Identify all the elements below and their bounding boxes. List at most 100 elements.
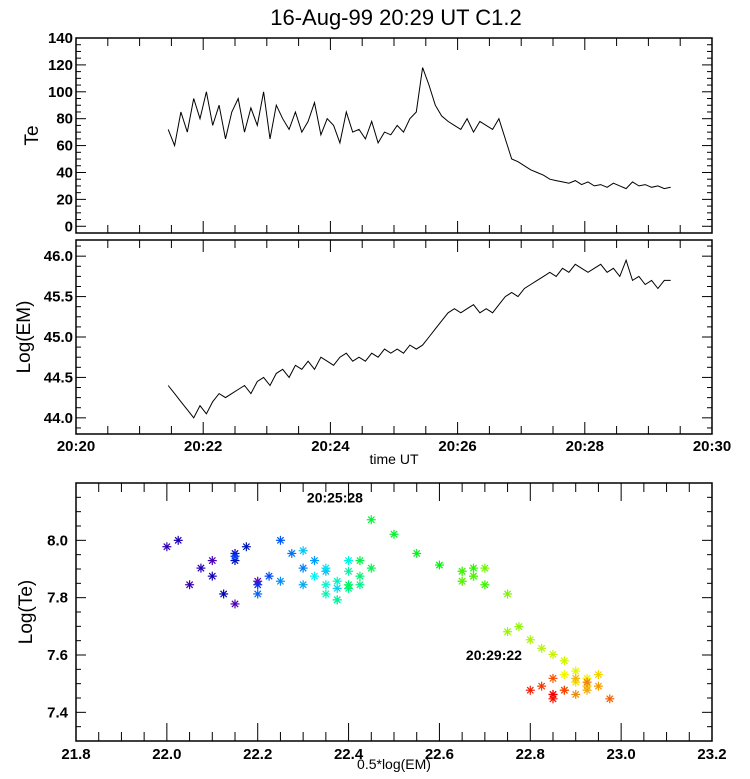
te-panel: 0 20 40 60 80 100 120 140 Te bbox=[22, 30, 713, 235]
asterisk-stroke bbox=[208, 556, 216, 565]
asterisk-stroke bbox=[469, 564, 478, 572]
x-tick-label: 22.8 bbox=[516, 746, 545, 763]
asterisk-stroke bbox=[163, 543, 171, 551]
asterisk-stroke bbox=[299, 564, 307, 572]
asterisk-stroke bbox=[333, 577, 341, 585]
plot-frame bbox=[75, 37, 713, 234]
asterisk-stroke bbox=[572, 690, 580, 699]
y-tick-label: 45.0 bbox=[44, 329, 73, 346]
scatter-point bbox=[287, 548, 297, 558]
scatter-point bbox=[219, 589, 229, 599]
scatter-point bbox=[537, 643, 547, 653]
x-tick-label: 20:22 bbox=[184, 438, 222, 455]
x-tick-label: 22.2 bbox=[243, 746, 272, 763]
asterisk-stroke bbox=[560, 657, 568, 665]
asterisk-stroke bbox=[299, 581, 307, 589]
scatter-point bbox=[275, 576, 285, 586]
scatter-point bbox=[230, 599, 240, 609]
scatter-panel: 21.8 22.0 22.2 22.4 22.6 22.8 23.0 23.2 7.4 7.6 7.… bbox=[16, 482, 727, 772]
x-tick-label: 20:20 bbox=[57, 438, 95, 455]
asterisk-stroke bbox=[322, 564, 330, 572]
scatter-point bbox=[298, 546, 308, 556]
scatter-point bbox=[559, 656, 569, 666]
x-tick-label: 20:26 bbox=[438, 438, 476, 455]
scatter-point bbox=[264, 571, 274, 581]
asterisk-stroke bbox=[333, 596, 341, 604]
y-tick-label: 60 bbox=[56, 138, 73, 155]
scatter-point bbox=[366, 563, 376, 573]
x-tick-label: 22.4 bbox=[334, 746, 364, 763]
asterisk-stroke bbox=[322, 590, 330, 598]
asterisk-stroke bbox=[265, 572, 273, 580]
scatter-point bbox=[321, 589, 331, 599]
asterisk-stroke bbox=[549, 674, 557, 682]
asterisk-stroke bbox=[174, 536, 182, 544]
y-tick-label: 100 bbox=[48, 84, 73, 101]
scatter-point bbox=[548, 649, 558, 659]
scatter-point bbox=[389, 529, 399, 539]
em-panel: 44.0 44.5 45.0 45.5 46.0 20:20 20:22 20:24 20:26… bbox=[14, 239, 731, 467]
asterisk-stroke bbox=[572, 674, 580, 682]
em-series-line bbox=[167, 258, 671, 419]
asterisk-stroke bbox=[344, 556, 353, 565]
asterisk-stroke bbox=[458, 567, 466, 575]
scatter-point bbox=[344, 556, 354, 566]
asterisk-stroke bbox=[254, 581, 262, 589]
asterisk-stroke bbox=[356, 572, 364, 580]
scatter-point bbox=[185, 580, 195, 590]
asterisk-stroke bbox=[435, 561, 444, 569]
scatter-point bbox=[548, 689, 558, 699]
asterisk-stroke bbox=[481, 564, 489, 572]
scatter-point bbox=[310, 556, 319, 566]
asterisk-stroke bbox=[526, 636, 534, 644]
asterisk-stroke bbox=[356, 556, 364, 565]
asterisk-stroke bbox=[413, 549, 421, 558]
asterisk-stroke bbox=[276, 577, 285, 585]
x-tick-label: 20:24 bbox=[311, 438, 350, 455]
scatter-point bbox=[253, 580, 263, 590]
scatter-point bbox=[173, 535, 183, 545]
scatter-point bbox=[503, 589, 513, 599]
scatter-point bbox=[582, 677, 592, 687]
scatter-point bbox=[310, 571, 319, 581]
asterisk-stroke bbox=[367, 564, 375, 572]
x-tick-label: 22.0 bbox=[152, 746, 181, 763]
scatter-point bbox=[207, 556, 217, 566]
asterisk-stroke bbox=[367, 516, 375, 524]
y-tick-label: 44.0 bbox=[44, 410, 73, 427]
asterisk-stroke bbox=[481, 581, 489, 589]
scatter-point bbox=[514, 622, 524, 632]
asterisk-stroke bbox=[594, 671, 603, 679]
scatter-point bbox=[457, 576, 467, 586]
scatter-point bbox=[321, 580, 331, 590]
scatter-point bbox=[469, 563, 478, 573]
asterisk-stroke bbox=[538, 682, 546, 690]
time-annotation: 20:29:22 bbox=[466, 647, 522, 663]
asterisk-stroke bbox=[231, 600, 239, 608]
asterisk-stroke bbox=[549, 650, 557, 658]
scatter-point bbox=[525, 635, 535, 645]
y-axis-label: Log(Te) bbox=[16, 580, 37, 644]
y-tick-label: 40 bbox=[56, 164, 73, 181]
y-tick-label: 46.0 bbox=[44, 248, 73, 265]
scatter-point bbox=[344, 580, 354, 590]
scatter-point bbox=[162, 542, 172, 552]
asterisk-stroke bbox=[299, 547, 307, 555]
x-tick-label: 22.6 bbox=[425, 746, 454, 763]
scatter-point bbox=[525, 685, 535, 695]
asterisk-stroke bbox=[344, 581, 353, 589]
scatter-point bbox=[253, 589, 263, 599]
scatter-point bbox=[469, 571, 478, 581]
asterisk-stroke bbox=[606, 695, 614, 703]
scatter-point bbox=[355, 556, 365, 566]
y-tick-label: 44.5 bbox=[44, 369, 73, 386]
te-series-line bbox=[167, 67, 671, 190]
scatter-point bbox=[582, 685, 592, 695]
scatter-point bbox=[366, 515, 376, 525]
x-tick-label: 21.8 bbox=[61, 746, 90, 763]
y-tick-label: 80 bbox=[56, 111, 73, 128]
scatter-point bbox=[457, 566, 467, 576]
asterisk-stroke bbox=[538, 644, 546, 652]
